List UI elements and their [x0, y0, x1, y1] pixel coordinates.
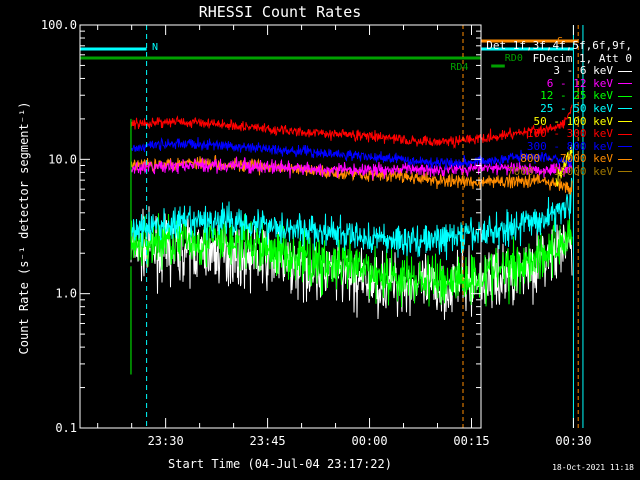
legend-entry-label: 800 - 7000 keV	[520, 152, 613, 166]
series-line	[130, 136, 573, 172]
x-tick-label: 23:45	[250, 434, 286, 448]
y-tick-label: 0.1	[55, 421, 77, 435]
axis-layer: 0.1 1.0 10.0 100.0 23:30 23:45 00:00 00:15 00:30…	[41, 18, 592, 448]
flag-label: RD4	[450, 62, 468, 73]
legend-entry: 3 - 6 keV	[482, 64, 632, 78]
plot-frame	[79, 24, 482, 429]
flag-label: RD0	[505, 53, 523, 64]
series-line	[130, 206, 573, 320]
y-tick-label: 1.0	[55, 287, 77, 301]
legend-swatch	[618, 70, 632, 72]
legend-swatch	[618, 108, 632, 110]
y-tick-label: 10.0	[48, 152, 77, 166]
legend-header-line-2: FDecim 1, Att 0	[532, 51, 632, 65]
series-line	[130, 104, 573, 149]
series-line	[130, 177, 573, 261]
legend: Det 1f,3f,4f,5f,6f,9f, FDecim 1, Att 0 3…	[482, 39, 632, 179]
legend-swatch	[618, 171, 632, 173]
legend-entry-label: 3 - 6 keV	[553, 64, 613, 78]
timestamp: 18-Oct-2021 11:18	[552, 463, 634, 472]
series-line	[130, 210, 573, 308]
legend-entry: 100 - 300 keV	[482, 127, 632, 141]
legend-entry-label: 300 - 800 keV	[526, 139, 613, 153]
legend-entry: 6 - 12 keV	[482, 76, 632, 91]
legend-entry-label: 6 - 12 keV	[546, 76, 613, 90]
legend-entry: 12 - 25 keV	[482, 90, 632, 103]
legend-entry: 50 - 100 keV	[482, 114, 632, 129]
legend-entry: 800 - 7000 keV	[482, 153, 632, 166]
series-line	[130, 156, 573, 181]
legend-swatch	[618, 146, 632, 148]
legend-entry-label: 25 - 50 keV	[540, 101, 613, 115]
legend-entry-label: 100 - 300 keV	[526, 127, 613, 141]
legend-entry: 25 - 50 keV	[482, 101, 632, 116]
legend-entry: 7000 - 15000 keV	[482, 164, 632, 179]
chart-title: RHESSI Count Rates	[199, 3, 362, 21]
x-tick-label: 23:30	[148, 434, 184, 448]
x-tick-label: 00:00	[351, 434, 387, 448]
legend-swatch	[618, 95, 632, 97]
x-tick-label: 00:30	[555, 434, 591, 448]
series-layer	[130, 104, 573, 375]
legend-swatch	[618, 158, 632, 160]
legend-entry: 300 - 800 keV	[482, 139, 632, 154]
flag-label: N	[152, 42, 158, 53]
x-tick-label: 00:15	[453, 434, 489, 448]
legend-items: 3 - 6 keV 6 - 12 keV 12 - 25 keV 25 - 50 ke…	[482, 64, 632, 179]
legend-header-line-1: Det 1f,3f,4f,5f,6f,9f,	[486, 39, 632, 52]
flag-label: S	[557, 36, 563, 47]
y-axis-label: Count Rate (s⁻¹ detector segment⁻¹)	[17, 102, 31, 355]
y-tick-label: 100.0	[41, 18, 77, 32]
series-line	[555, 144, 573, 187]
legend-entry-label: 50 - 100 keV	[533, 114, 613, 128]
legend-entry-label: 7000 - 15000 keV	[507, 164, 613, 178]
legend-swatch	[618, 83, 632, 85]
legend-swatch	[618, 133, 632, 135]
legend-entry-label: 12 - 25 keV	[540, 89, 613, 103]
x-axis-label: Start Time (04-Jul-04 23:17:22)	[168, 457, 392, 471]
legend-swatch	[618, 121, 632, 123]
